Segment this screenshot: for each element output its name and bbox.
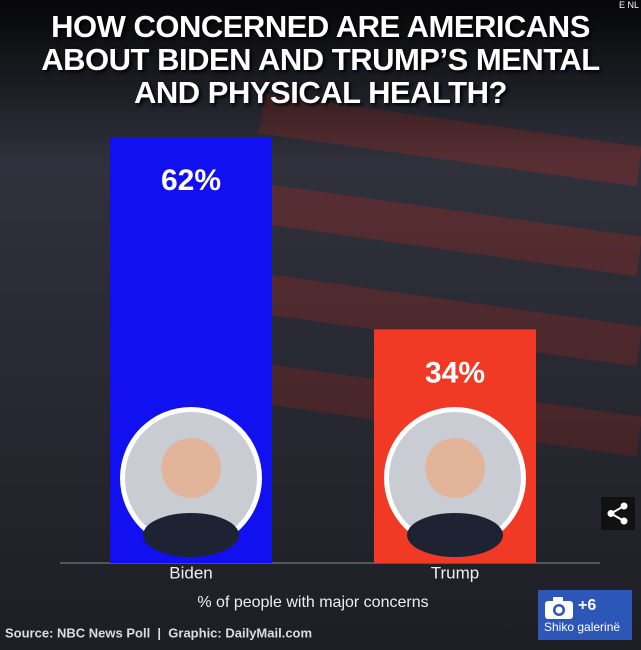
camera-icon <box>545 597 573 619</box>
corner-label: E NL <box>618 0 639 10</box>
share-button[interactable] <box>601 497 635 530</box>
x-label: % of people with major concerns <box>197 594 428 611</box>
portrait-suit <box>143 513 239 557</box>
portrait-face <box>425 438 485 498</box>
share-icon <box>607 502 628 525</box>
value-label: 34% <box>425 356 485 389</box>
x-tick-label: Biden <box>169 563 212 582</box>
value-label: 62% <box>161 164 221 197</box>
gallery-button[interactable]: +6 Shiko galerinë <box>538 590 632 640</box>
x-tick-label: Trump <box>431 563 480 582</box>
portrait-suit <box>407 513 503 557</box>
chart-title: HOW CONCERNED ARE AMERICANS ABOUT BIDEN … <box>41 9 600 110</box>
source: Source: NBC News Poll | Graphic: DailyMa… <box>5 625 312 640</box>
portrait-face <box>161 438 221 498</box>
gallery-count: +6 <box>578 597 597 614</box>
gallery-label: Shiko galerinë <box>544 620 621 634</box>
